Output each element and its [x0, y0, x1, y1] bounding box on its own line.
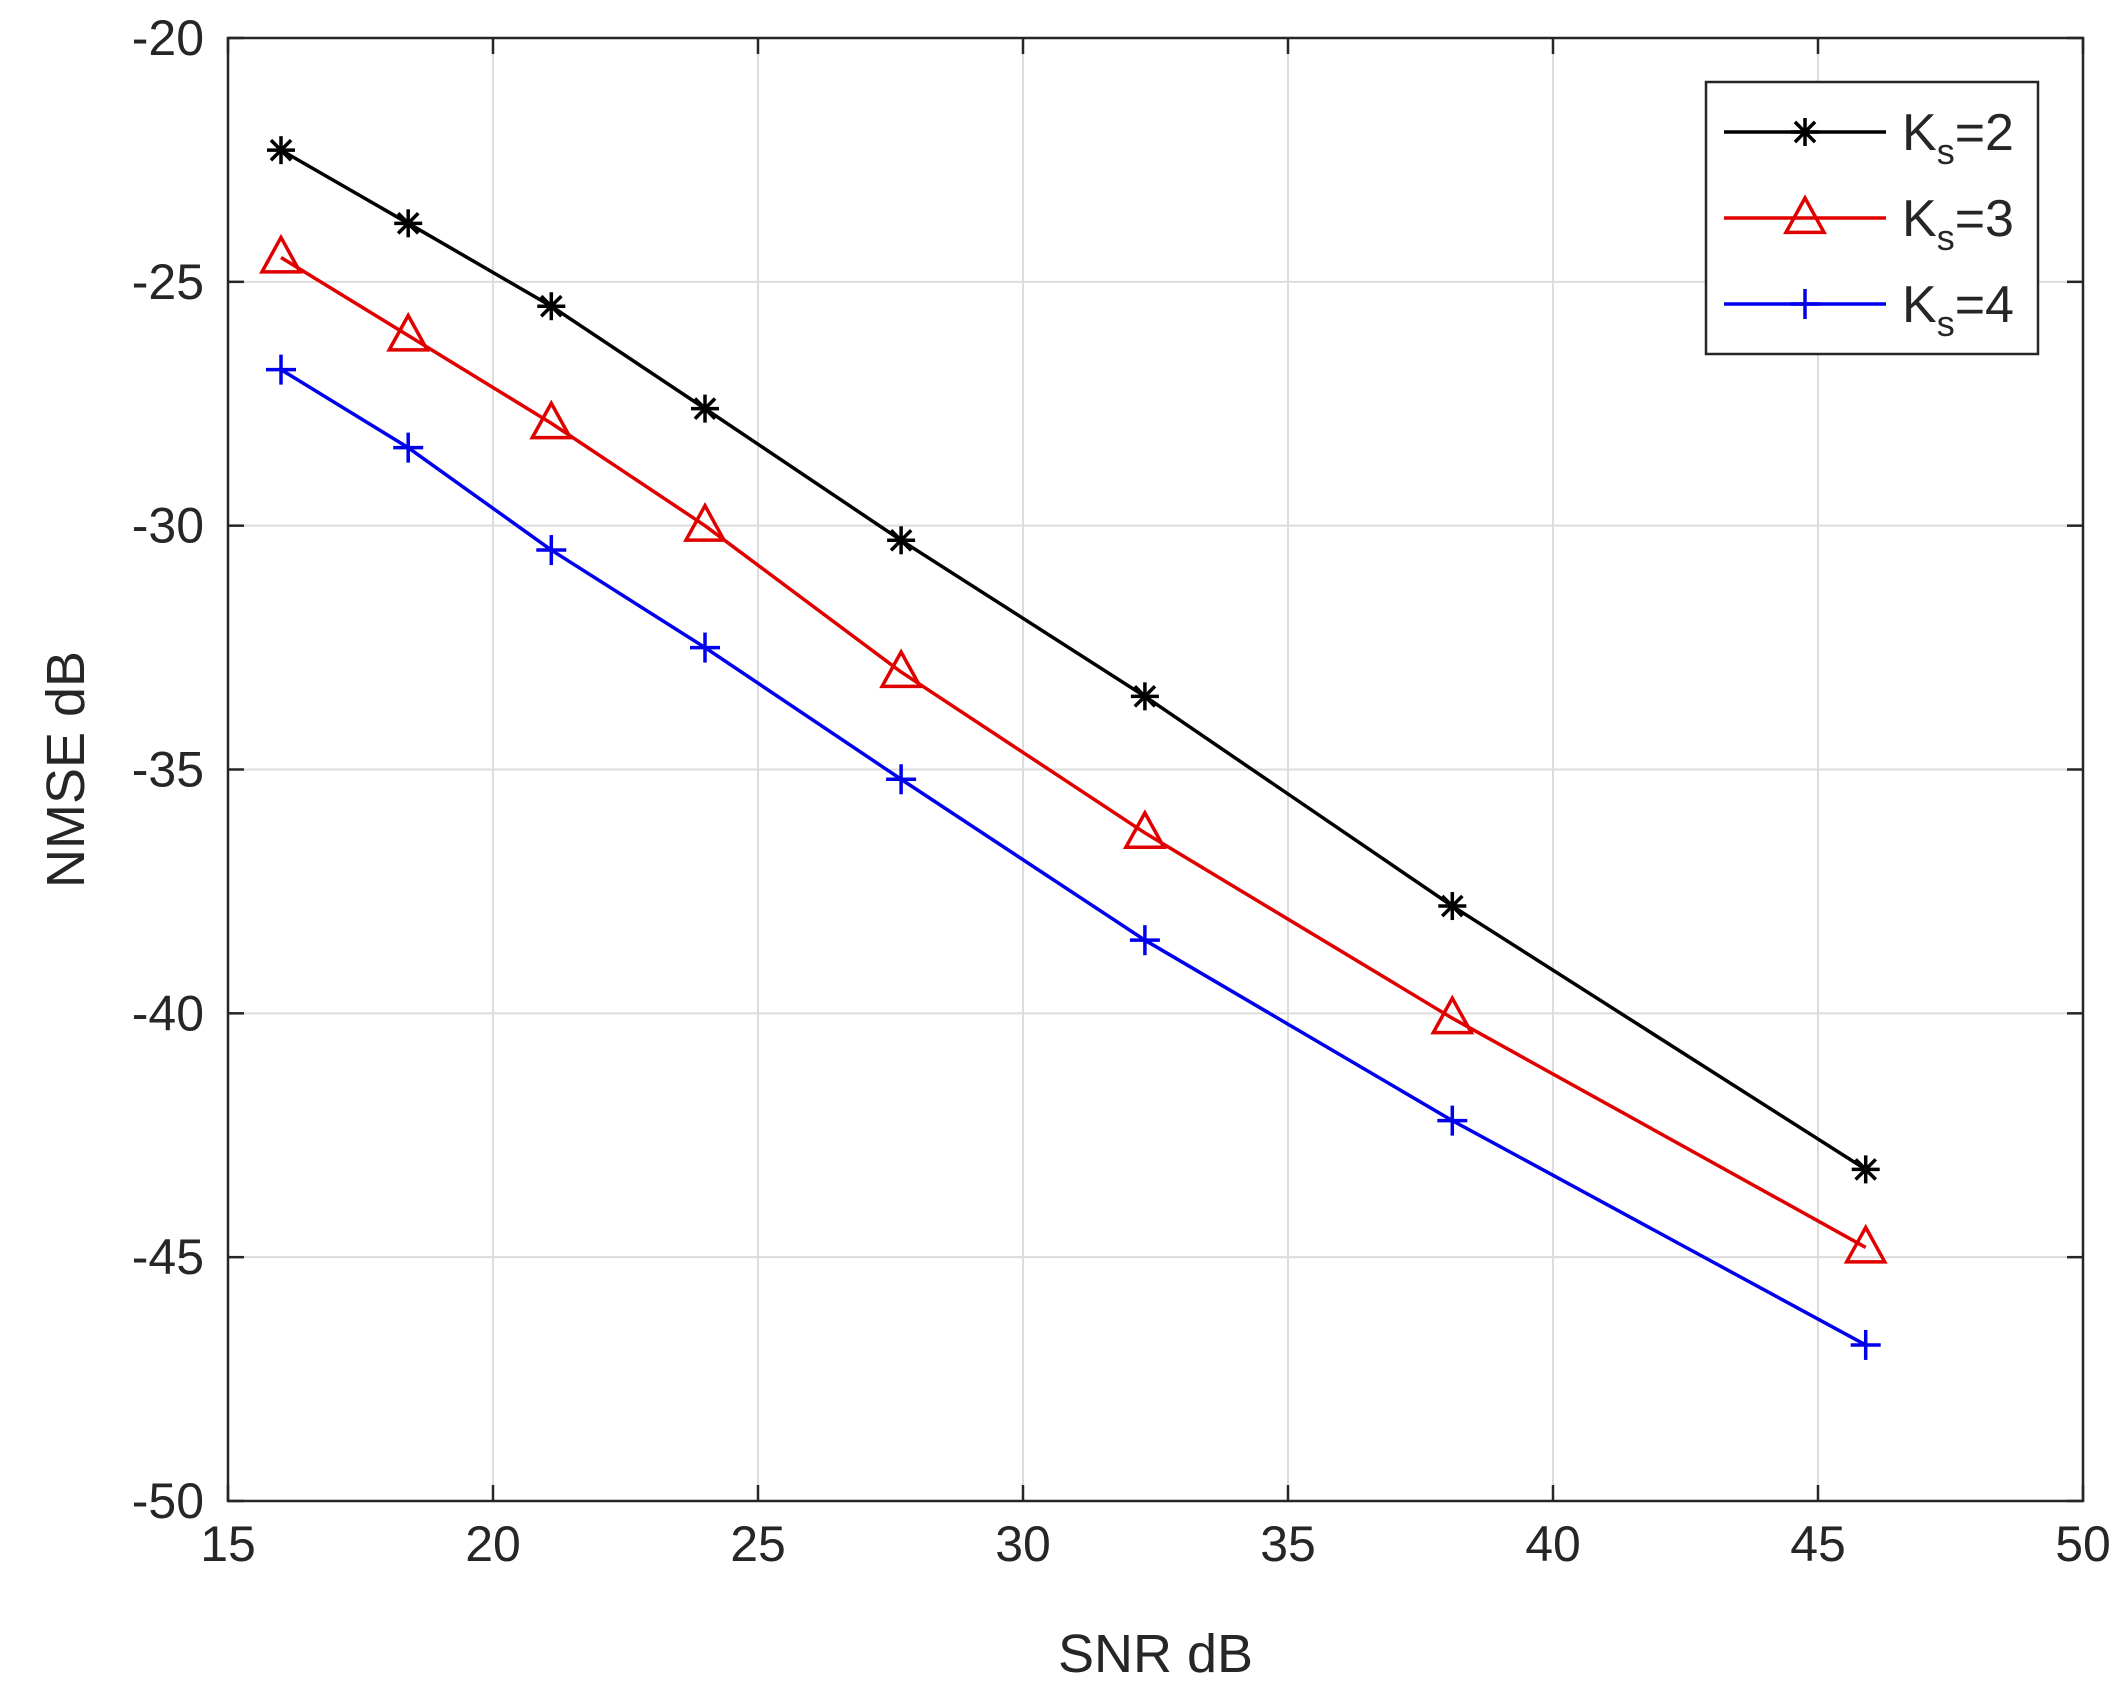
marker-stroke [396, 211, 420, 235]
marker-stroke [269, 138, 293, 162]
data-point [886, 764, 917, 795]
y-tick-label: -45 [132, 1229, 204, 1285]
marker-stroke [889, 528, 913, 552]
data-point [529, 399, 574, 440]
marker-stroke [1133, 685, 1157, 708]
x-tick-label: 50 [2055, 1516, 2111, 1572]
marker-shape [529, 399, 574, 440]
x-axis-tick-labels: 15 20 25 30 35 40 45 50 [200, 1516, 2111, 1572]
data-point [537, 292, 566, 321]
data-point [887, 526, 916, 555]
data-point [1850, 1329, 1881, 1360]
data-point [266, 354, 296, 385]
y-tick-label: -30 [132, 498, 204, 554]
data-point [1122, 809, 1167, 850]
x-tick-label: 25 [730, 1516, 786, 1572]
data-point [1438, 892, 1467, 921]
legend-marker [1783, 194, 1827, 235]
y-axis-tick-labels: -50 -45 -40 -35 -30 -25 -20 [132, 10, 204, 1529]
series-line [280, 368, 1867, 1347]
data-point [690, 632, 720, 663]
legend-label: Ks=4 [1902, 276, 2014, 344]
data-point [259, 233, 303, 274]
data-point [386, 311, 431, 352]
y-tick-label: -35 [132, 742, 204, 798]
data-point [1430, 994, 1475, 1035]
marker-stroke [1440, 894, 1464, 918]
marker-stroke [693, 397, 717, 420]
data-point [1130, 682, 1159, 711]
legend: Ks=2 Ks=3 Ks=4 [1704, 80, 2040, 356]
x-tick-label: 30 [995, 1516, 1051, 1572]
data-point [879, 648, 924, 689]
x-tick-label: 35 [1260, 1516, 1316, 1572]
marker-shape [1430, 994, 1475, 1035]
marker-shape [386, 311, 431, 352]
legend-entry-1: Ks=2 [1724, 104, 2014, 172]
legend-marker [1791, 118, 1819, 146]
series-3 [266, 354, 1881, 1360]
series-group [259, 136, 1888, 1360]
y-axis-title: NMSE dB [36, 651, 96, 888]
marker-stroke [1854, 1158, 1878, 1181]
legend-label: Ks=2 [1902, 104, 2014, 172]
data-point [691, 394, 719, 423]
series-2 [259, 233, 1888, 1264]
x-tick-label: 20 [465, 1516, 521, 1572]
marker-shape [1843, 1223, 1888, 1264]
data-point [1843, 1223, 1888, 1264]
y-tick-label: -40 [132, 985, 204, 1041]
legend-marker [1790, 289, 1820, 319]
series-line [280, 148, 1867, 1171]
data-point [393, 432, 424, 463]
y-tick-label: -50 [132, 1473, 204, 1529]
marker-shape [683, 502, 727, 542]
marker-shape [879, 648, 924, 689]
data-point [1851, 1155, 1880, 1184]
marker-shape [259, 233, 303, 274]
x-axis-title: SNR dB [1058, 1624, 1253, 1684]
legend-entry-3: Ks=4 [1724, 276, 2014, 344]
data-point [536, 535, 567, 566]
legend-label: Ks=3 [1902, 190, 2014, 258]
x-tick-label: 45 [1790, 1516, 1846, 1572]
data-point [1129, 925, 1160, 956]
series-line [280, 255, 1867, 1249]
data-point [394, 209, 423, 238]
marker-shape [1783, 194, 1827, 235]
data-point [683, 502, 727, 542]
data-point [1437, 1105, 1468, 1136]
data-point [267, 136, 295, 165]
y-tick-label: -25 [132, 254, 204, 310]
marker-stroke [1793, 120, 1817, 144]
x-tick-label: 40 [1525, 1516, 1581, 1572]
marker-shape [1122, 809, 1167, 850]
axis-ticks [226, 36, 2085, 1503]
series-1 [267, 136, 1880, 1184]
y-tick-label: -20 [132, 10, 204, 66]
x-tick-label: 15 [200, 1516, 256, 1572]
marker-stroke [539, 294, 563, 318]
legend-entry-2: Ks=3 [1724, 190, 2014, 258]
